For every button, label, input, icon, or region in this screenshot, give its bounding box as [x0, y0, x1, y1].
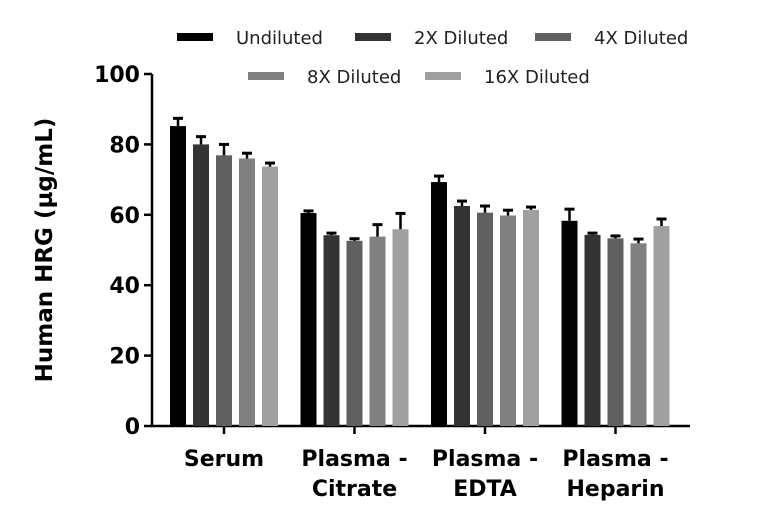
- y-tick-label: 40: [109, 274, 140, 299]
- bar: [653, 226, 670, 426]
- legend-swatch: [535, 33, 571, 41]
- x-tick-label: Heparin: [567, 477, 665, 502]
- bar: [216, 155, 232, 426]
- bar: [300, 213, 317, 426]
- legend-label: 16X Diluted: [484, 67, 590, 88]
- x-tick-label: Plasma -: [562, 447, 668, 472]
- bar: [369, 236, 386, 426]
- bar: [323, 235, 340, 426]
- legend-swatch: [425, 72, 461, 80]
- bar: [392, 229, 409, 426]
- y-tick-label: 60: [109, 204, 140, 229]
- bar: [561, 220, 578, 426]
- bar: [584, 234, 601, 426]
- y-axis-label: Human HRG (µg/mL): [32, 118, 58, 383]
- y-tick-label: 100: [94, 63, 140, 88]
- legend-swatch: [248, 72, 284, 80]
- y-tick-label: 80: [109, 133, 140, 158]
- bar: [346, 240, 363, 426]
- bar: [607, 238, 624, 426]
- bar: [170, 126, 186, 426]
- x-tick-label: Citrate: [312, 477, 397, 502]
- legend-label: 8X Diluted: [307, 67, 401, 88]
- legend-swatch: [355, 33, 391, 41]
- bar: [431, 182, 447, 426]
- y-tick-label: 0: [125, 415, 140, 440]
- bar: [523, 209, 539, 426]
- legend-label: Undiluted: [236, 28, 323, 49]
- bar: [454, 206, 470, 426]
- legend-label: 4X Diluted: [594, 28, 688, 49]
- bar: [262, 166, 278, 427]
- x-tick-label: Plasma -: [301, 447, 407, 472]
- legend-label: 2X Diluted: [414, 28, 508, 49]
- bar: [630, 243, 647, 426]
- bar: [193, 144, 209, 426]
- bar: [239, 158, 255, 427]
- bar: [500, 215, 516, 426]
- x-tick-label: EDTA: [453, 477, 517, 502]
- x-tick-label: Plasma -: [432, 447, 538, 472]
- x-tick-label: Serum: [184, 447, 264, 472]
- legend-swatch: [177, 33, 213, 41]
- y-tick-label: 20: [109, 345, 140, 370]
- bar: [477, 212, 493, 426]
